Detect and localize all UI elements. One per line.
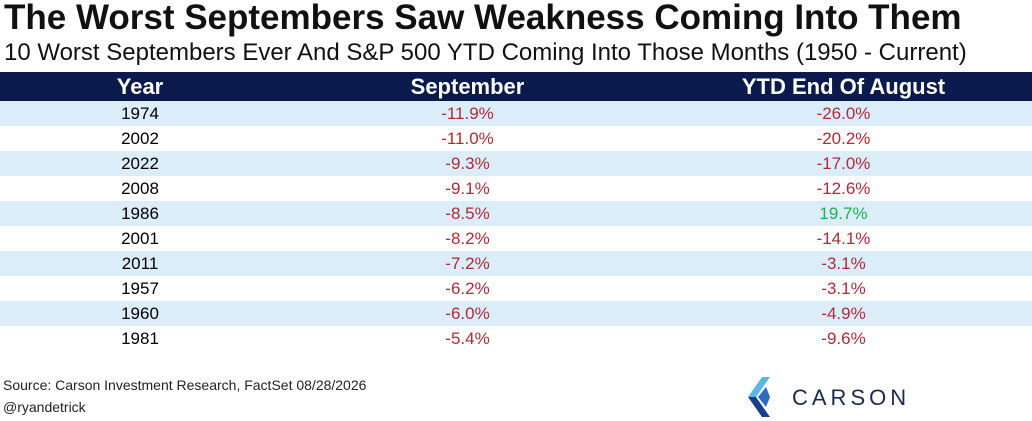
handle: @ryandetrick — [3, 399, 86, 415]
table-row: 1986 -8.5% 19.7% — [0, 201, 1032, 226]
table-cell: -3.1% — [821, 278, 866, 298]
table-cell: 19.7% — [819, 203, 868, 223]
table-cell: -9.1% — [445, 178, 490, 198]
table-cell: 1957 — [121, 278, 159, 298]
table-cell: -26.0% — [816, 103, 871, 123]
table-row: 2022 -9.3% -17.0% — [0, 151, 1032, 176]
subtitle: 10 Worst Septembers Ever And S&P 500 YTD… — [4, 39, 967, 66]
table-cell: -9.6% — [821, 328, 866, 348]
table-cell: -14.1% — [816, 228, 871, 248]
table-row: 2002 -11.0% -20.2% — [0, 126, 1032, 151]
logo-mark — [748, 377, 770, 417]
table-cell: 1960 — [121, 303, 159, 323]
table-cell: -4.9% — [821, 303, 866, 323]
table-cell: 1981 — [121, 328, 159, 348]
table-cell: -17.0% — [816, 153, 871, 173]
table-cell: -20.2% — [816, 128, 871, 148]
table-row: 2008 -9.1% -12.6% — [0, 176, 1032, 201]
table-cell: 2002 — [121, 128, 159, 148]
table-cell: -8.2% — [445, 228, 490, 248]
table-cell: -7.2% — [445, 253, 490, 273]
table-cell: 2008 — [121, 178, 159, 198]
table-cell: -6.0% — [445, 303, 490, 323]
table-cell: -11.9% — [441, 103, 494, 123]
source: Source: Carson Investment Research, Fact… — [3, 377, 367, 393]
table-cell: 2022 — [121, 153, 159, 173]
table-row: 1981 -5.4% -9.6% — [0, 326, 1032, 351]
table-header: Year September YTD End Of August — [0, 72, 1032, 101]
logo-text: CARSON — [792, 385, 911, 410]
table-cell: -6.2% — [445, 278, 490, 298]
table-cell: -5.4% — [445, 328, 490, 348]
table-row: 2011 -7.2% -3.1% — [0, 251, 1032, 276]
column-header: YTD End Of August — [741, 73, 946, 99]
table-cell: 1974 — [121, 103, 159, 123]
table-cell: 1986 — [121, 203, 159, 223]
table-cell: -11.0% — [441, 128, 494, 148]
column-header: Year — [116, 73, 164, 99]
table-row: 1974 -11.9% -26.0% — [0, 101, 1032, 126]
table-cell: 2001 — [121, 228, 159, 248]
table-cell: -9.3% — [445, 153, 490, 173]
table-cell: -3.1% — [821, 253, 866, 273]
table-row: 1957 -6.2% -3.1% — [0, 276, 1032, 301]
table: Year September YTD End Of August 1974 -11… — [0, 72, 1032, 351]
column-header: September — [410, 73, 525, 99]
table-row: 2001 -8.2% -14.1% — [0, 226, 1032, 251]
title: The Worst Septembers Saw Weakness Coming… — [4, 0, 962, 37]
table-cell: -8.5% — [445, 203, 490, 223]
table-row: 1960 -6.0% -4.9% — [0, 301, 1032, 326]
table-cell: 2011 — [121, 253, 159, 273]
table-cell: -12.6% — [816, 178, 871, 198]
